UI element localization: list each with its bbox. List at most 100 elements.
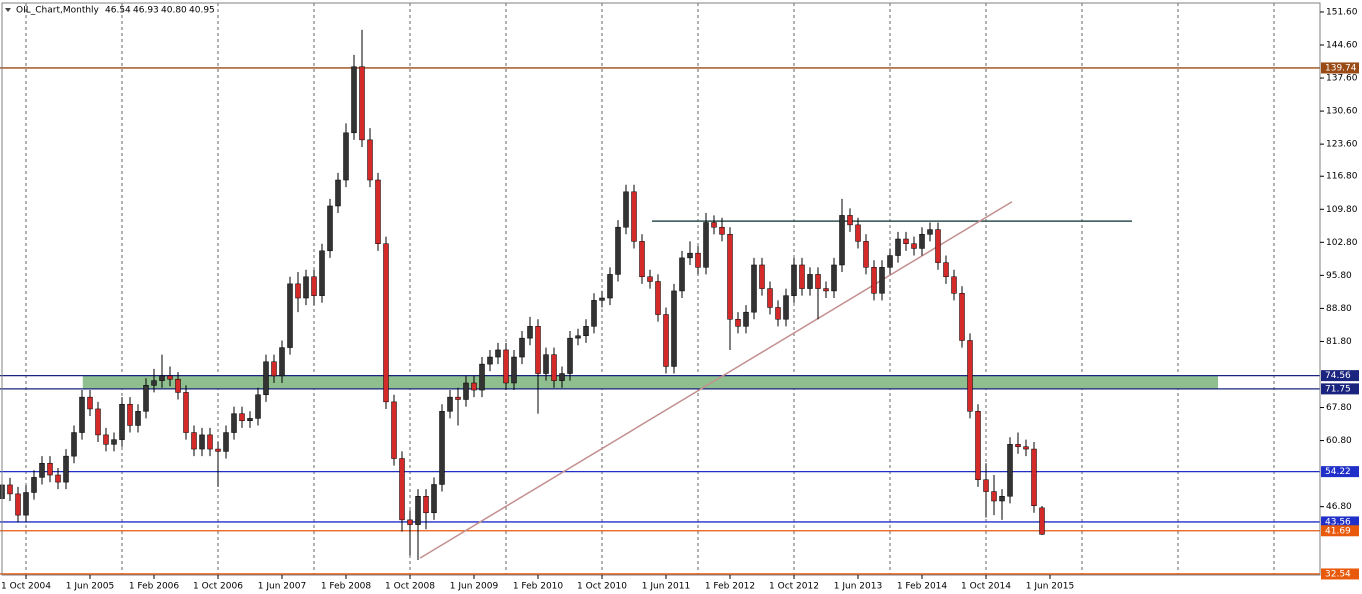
plot-border: [1, 2, 1321, 576]
candle-body: [999, 496, 1005, 502]
candle-body: [815, 274, 821, 289]
candle-body: [303, 276, 309, 299]
candle-body: [799, 264, 805, 289]
x-tick-label: 1 Feb 2006: [129, 582, 180, 592]
candle-body: [863, 241, 869, 268]
x-tick-label: 1 Oct 2008: [385, 582, 435, 592]
menu-icon[interactable]: [5, 8, 11, 12]
candle-body: [415, 496, 421, 525]
y-tick-label: 109.80: [1326, 205, 1358, 215]
candle-body: [623, 191, 629, 228]
candle-body: [775, 307, 781, 320]
chart-title: OIL_Chart,Monthly: [16, 6, 100, 16]
zone: [82, 375, 1218, 389]
candle-body: [399, 458, 405, 521]
candle-body: [751, 264, 757, 313]
candle-body: [191, 432, 197, 450]
trend-line: [419, 201, 1013, 559]
candle-body: [743, 311, 749, 327]
candle-body: [615, 226, 621, 275]
x-tick-label: 1 Jun 2005: [66, 582, 114, 592]
candle-body: [567, 337, 573, 374]
candle-body: [7, 484, 13, 495]
candle-body: [15, 493, 21, 516]
candle-body: [231, 413, 237, 433]
level-label: 54.22: [1325, 467, 1351, 477]
candle-body: [119, 403, 125, 440]
y-tick-label: 151.60: [1326, 7, 1358, 17]
y-tick-label: 60.80: [1326, 436, 1352, 446]
candle-body: [375, 179, 381, 244]
x-tick-label: 1 Jun 2011: [642, 582, 690, 592]
x-tick-label: 1 Oct 2010: [577, 582, 627, 592]
candle-body: [31, 477, 37, 493]
candle-body: [455, 396, 461, 400]
candle-body: [887, 255, 893, 268]
level-label-box: [1321, 568, 1359, 580]
candle-body: [215, 448, 221, 452]
candle-body: [471, 382, 477, 391]
candle-body: [159, 375, 165, 381]
candle-body: [687, 252, 693, 259]
candle-body: [479, 363, 485, 391]
y-tick-label: 46.80: [1326, 502, 1352, 512]
candle-body: [319, 250, 325, 296]
candle-body: [447, 396, 453, 412]
candle-body: [47, 462, 53, 476]
candle-body: [551, 354, 557, 381]
candle-body: [1039, 507, 1045, 535]
level-label: 41.69: [1325, 526, 1351, 536]
candle-body: [63, 455, 69, 483]
candle-body: [903, 238, 909, 244]
candle-body: [367, 139, 373, 181]
candle-body: [879, 267, 885, 294]
candle-body: [487, 356, 493, 365]
candle-body: [343, 132, 349, 181]
candle-body: [87, 396, 93, 410]
level-label: 74.56: [1325, 371, 1351, 381]
candle-body: [183, 392, 189, 433]
candle-body: [767, 288, 773, 308]
candle-body: [151, 380, 157, 386]
candle-body: [359, 66, 365, 141]
candle-body: [791, 264, 797, 296]
candle-body: [543, 354, 549, 374]
y-tick-label: 102.80: [1326, 238, 1358, 248]
candle-body: [655, 281, 661, 315]
candle-body: [727, 234, 733, 320]
ohlc-info: 46.54: [105, 6, 131, 16]
candle-body: [503, 349, 509, 384]
candle-body: [1007, 444, 1013, 497]
candle-body: [535, 326, 541, 374]
candle-body: [335, 179, 341, 207]
level-label: 32.54: [1325, 569, 1351, 579]
x-tick-label: 1 Oct 2004: [1, 582, 51, 592]
candle-body: [279, 347, 285, 377]
candle-body: [983, 479, 989, 492]
candle-body: [975, 411, 981, 480]
candle-body: [167, 375, 173, 380]
candle-body: [583, 326, 589, 337]
candle-body: [823, 288, 829, 292]
x-tick-label: 1 Jun 2013: [834, 582, 882, 592]
candle-body: [423, 496, 429, 514]
candle-body: [847, 215, 853, 226]
candle-body: [383, 243, 389, 403]
y-tick-label: 88.80: [1326, 304, 1352, 314]
candle-body: [559, 373, 565, 381]
candle-body: [23, 492, 29, 516]
candle-body: [663, 314, 669, 367]
y-tick-label: 116.80: [1326, 172, 1358, 182]
y-tick-label: 95.80: [1326, 271, 1352, 281]
candle-body: [935, 229, 941, 263]
candle-body: [439, 411, 445, 485]
candle-body: [431, 484, 437, 514]
candle-body: [695, 252, 701, 268]
candle-body: [135, 411, 141, 426]
candle-body: [199, 434, 205, 450]
candle-body: [263, 361, 269, 396]
candle-body: [239, 413, 245, 421]
x-tick-label: 1 Feb 2010: [513, 582, 564, 592]
x-tick-label: 1 Feb 2014: [897, 582, 948, 592]
candle-body: [607, 274, 613, 299]
